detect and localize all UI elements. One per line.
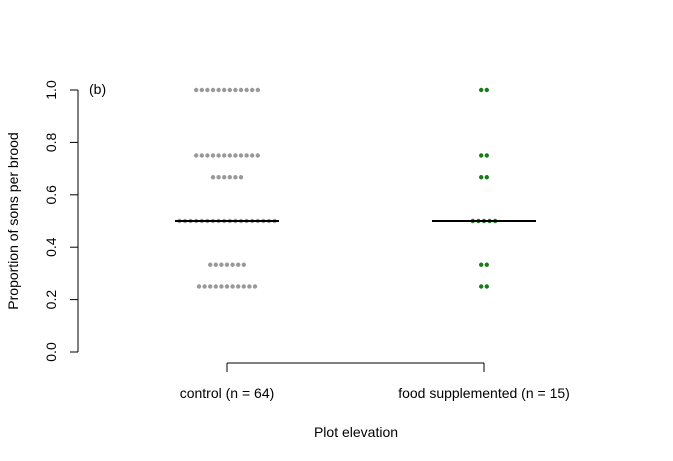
data-point bbox=[194, 153, 199, 158]
data-point bbox=[484, 153, 489, 158]
data-point bbox=[194, 87, 199, 93]
y-axis-ticks: 0.0 0.2 0.4 0.6 0.8 1.0 bbox=[43, 80, 78, 362]
y-tick-label: 0.4 bbox=[43, 237, 59, 257]
data-point bbox=[238, 87, 244, 93]
data-point bbox=[210, 153, 216, 158]
y-tick-label: 1.0 bbox=[43, 80, 59, 100]
data-point bbox=[250, 153, 255, 158]
data-point bbox=[233, 175, 238, 180]
data-point bbox=[238, 153, 244, 158]
data-point bbox=[479, 284, 484, 289]
data-point bbox=[479, 87, 484, 93]
data-point bbox=[236, 262, 241, 267]
data-point bbox=[222, 175, 227, 180]
data-point bbox=[247, 284, 252, 289]
data-point bbox=[227, 153, 232, 158]
data-point bbox=[479, 262, 484, 267]
data-point bbox=[252, 284, 258, 289]
data-point bbox=[255, 87, 260, 93]
data-point bbox=[216, 175, 221, 180]
data-point bbox=[241, 284, 246, 289]
y-tick-label: 0.6 bbox=[43, 185, 59, 205]
data-point bbox=[213, 284, 218, 289]
x-tick-label-control: control (n = 64) bbox=[180, 385, 275, 401]
data-point bbox=[238, 175, 244, 180]
data-point bbox=[216, 153, 221, 158]
data-point bbox=[205, 153, 210, 158]
y-tick-label: 0.0 bbox=[43, 342, 59, 362]
data-point bbox=[199, 153, 204, 158]
data-point bbox=[208, 262, 213, 267]
data-point bbox=[241, 262, 246, 267]
data-point bbox=[230, 262, 235, 267]
data-point bbox=[213, 262, 218, 267]
x-axis-title: Plot elevation bbox=[314, 424, 398, 440]
data-point bbox=[222, 153, 227, 158]
data-point bbox=[199, 87, 204, 93]
data-point bbox=[484, 87, 489, 93]
y-tick-label: 0.8 bbox=[43, 132, 59, 152]
data-point bbox=[224, 284, 230, 289]
data-point bbox=[484, 284, 489, 289]
x-tick-label-food-supplemented: food supplemented (n = 15) bbox=[398, 385, 570, 401]
data-point bbox=[219, 284, 224, 289]
data-point bbox=[244, 87, 249, 93]
data-point bbox=[479, 175, 484, 180]
data-point bbox=[236, 284, 241, 289]
data-point bbox=[196, 284, 202, 289]
data-point bbox=[224, 262, 230, 267]
y-tick-label: 0.2 bbox=[43, 290, 59, 310]
data-point bbox=[222, 87, 227, 93]
data-point bbox=[484, 175, 489, 180]
data-point bbox=[250, 87, 255, 93]
data-point bbox=[227, 175, 232, 180]
data-point bbox=[227, 87, 232, 93]
data-point bbox=[233, 153, 238, 158]
data-point bbox=[255, 153, 260, 158]
data-point bbox=[244, 153, 249, 158]
data-point bbox=[205, 87, 210, 93]
data-point bbox=[484, 262, 489, 267]
data-point bbox=[210, 175, 216, 180]
data-point bbox=[208, 284, 213, 289]
data-point bbox=[210, 87, 216, 93]
data-point bbox=[230, 284, 235, 289]
data-points bbox=[177, 87, 498, 289]
panel-label: (b) bbox=[89, 81, 106, 97]
data-point bbox=[479, 153, 484, 158]
y-axis-title: Proportion of sons per brood bbox=[5, 132, 21, 309]
data-point bbox=[216, 87, 221, 93]
data-point bbox=[219, 262, 224, 267]
data-point bbox=[202, 284, 207, 289]
data-point bbox=[233, 87, 238, 93]
